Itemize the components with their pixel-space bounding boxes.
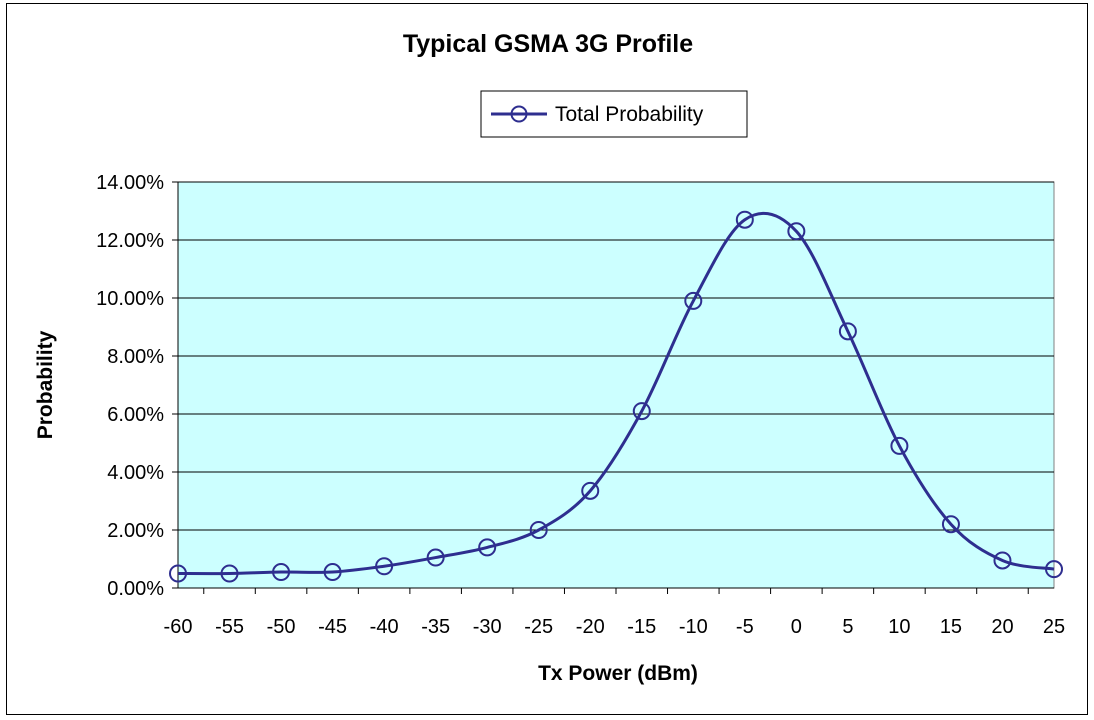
y-tick-label: 0.00% (107, 578, 164, 600)
data-point-marker (272, 563, 291, 582)
x-tick-label: -5 (736, 616, 754, 638)
x-tick-label: 15 (940, 616, 962, 638)
data-point-marker (1045, 560, 1063, 579)
data-point-marker (375, 557, 394, 576)
plot-background (177, 181, 1055, 589)
x-tick-label: -60 (164, 616, 193, 638)
data-point-marker (890, 436, 909, 455)
data-point-marker (735, 210, 754, 229)
data-point-marker (169, 564, 187, 583)
x-tick-label: 20 (991, 616, 1013, 638)
x-tick-label: 10 (888, 616, 910, 638)
y-tick-label: 6.00% (107, 404, 164, 426)
data-point-marker (838, 322, 857, 341)
chart-frame: Typical GSMA 3G Profile Total Probabilit… (6, 3, 1088, 715)
chart-svg: Typical GSMA 3G Profile Total Probabilit… (34, 30, 1065, 685)
chart-title: Typical GSMA 3G Profile (403, 30, 693, 58)
data-point-marker (993, 551, 1012, 570)
x-tick-label: -35 (421, 616, 450, 638)
series-line-total-probability (177, 211, 1055, 576)
y-tick-label: 14.00% (96, 172, 164, 194)
data-point-marker (632, 402, 651, 421)
legend-label: Total Probability (555, 103, 704, 126)
x-tick-label: -30 (473, 616, 502, 638)
y-tick-label: 10.00% (96, 288, 164, 310)
data-point-marker (684, 291, 703, 310)
plot-area: 0.00% 2.00% 4.00% 6.00% 8.00% 10.00% 12.00% 14.… (96, 172, 1065, 638)
data-point-marker (426, 548, 445, 567)
x-tick-label: -45 (318, 616, 347, 638)
x-axis-title: Tx Power (dBm) (538, 662, 698, 685)
x-tick-label: -40 (370, 616, 399, 638)
y-tick-label: 8.00% (107, 346, 164, 368)
x-tick-label: -15 (627, 616, 656, 638)
data-point-marker (478, 538, 497, 557)
data-point-marker (581, 481, 600, 500)
x-tick-label: -20 (576, 616, 605, 638)
data-point-marker (941, 515, 960, 534)
y-tick-label: 4.00% (107, 462, 164, 484)
legend: Total Probability (480, 90, 748, 138)
y-axis-title: Probability (34, 330, 57, 439)
legend-marker-swatch (510, 105, 528, 123)
x-tick-label: -50 (267, 616, 296, 638)
x-tick-label: 25 (1043, 616, 1065, 638)
data-point-marker (787, 222, 806, 241)
x-tick-label: 0 (791, 616, 802, 638)
y-tick-label: 2.00% (107, 520, 164, 542)
data-point-marker (323, 563, 342, 582)
x-tick-label: -55 (215, 616, 244, 638)
y-tick-label: 12.00% (96, 230, 164, 252)
x-tick-label: -10 (679, 616, 708, 638)
x-tick-label: 5 (842, 616, 853, 638)
data-point-marker (220, 564, 239, 583)
x-tick-label: -25 (524, 616, 553, 638)
data-point-marker (529, 521, 548, 539)
